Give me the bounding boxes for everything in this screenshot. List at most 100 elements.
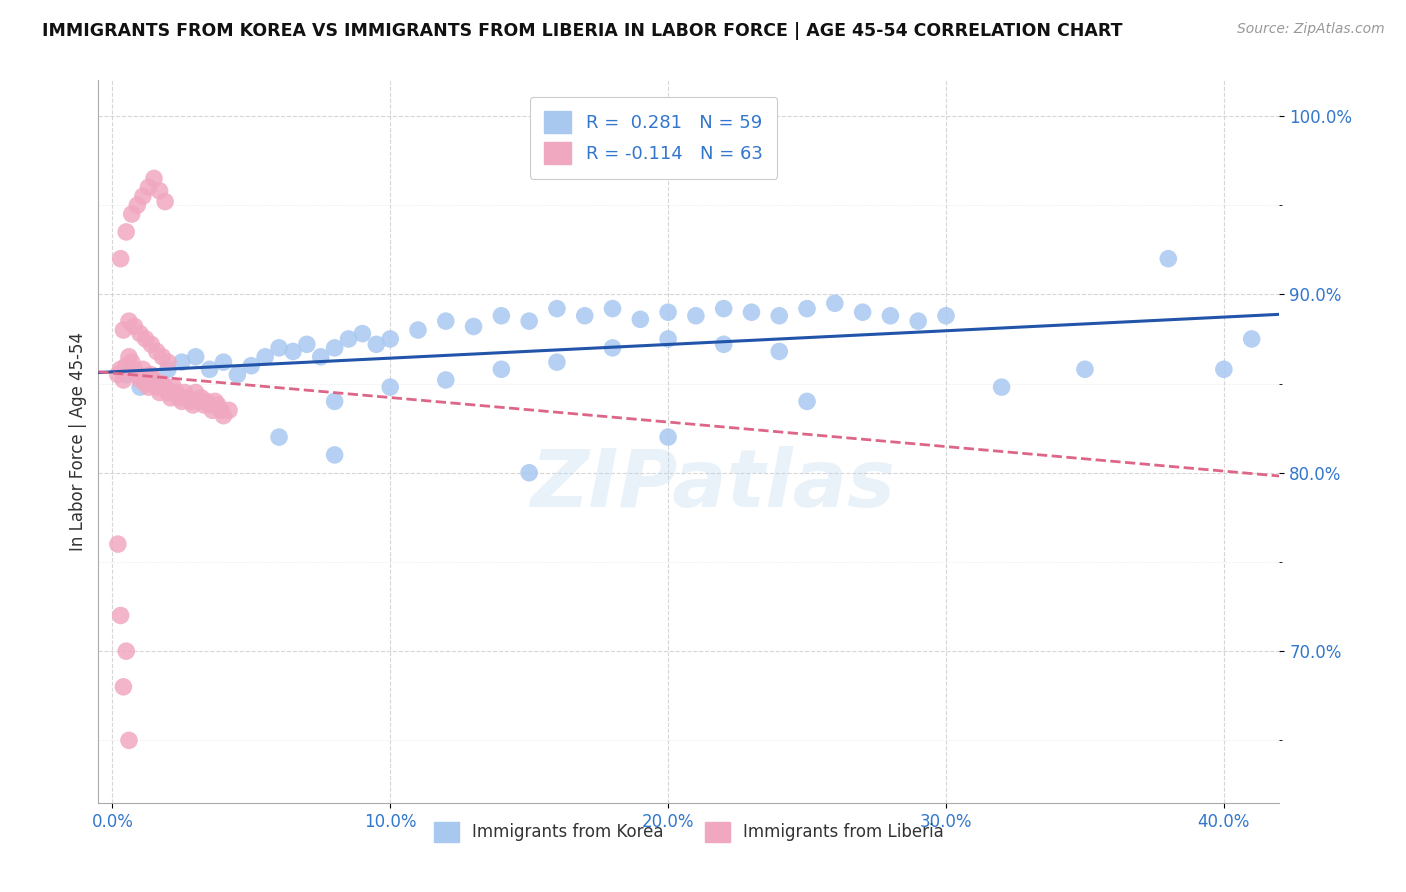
Point xyxy=(153,194,176,209)
Point xyxy=(434,373,457,387)
Point xyxy=(207,398,229,412)
Point xyxy=(146,344,169,359)
Point xyxy=(380,380,402,394)
Point xyxy=(115,359,138,373)
Point xyxy=(657,430,679,444)
Point xyxy=(159,391,181,405)
Point xyxy=(309,350,332,364)
Text: Source: ZipAtlas.com: Source: ZipAtlas.com xyxy=(1237,22,1385,37)
Point xyxy=(153,380,176,394)
Point xyxy=(1240,332,1263,346)
Point xyxy=(184,385,207,400)
Point xyxy=(143,373,166,387)
Point xyxy=(323,341,346,355)
Point xyxy=(156,385,179,400)
Point xyxy=(366,337,388,351)
Point xyxy=(121,207,143,221)
Point xyxy=(740,305,762,319)
Point xyxy=(107,537,129,551)
Point xyxy=(212,409,235,423)
Point xyxy=(165,385,187,400)
Point xyxy=(218,403,240,417)
Point xyxy=(685,309,707,323)
Point xyxy=(323,448,346,462)
Point xyxy=(824,296,846,310)
Point xyxy=(713,337,735,351)
Point xyxy=(657,305,679,319)
Point xyxy=(990,380,1012,394)
Text: ZIPatlas: ZIPatlas xyxy=(530,446,896,524)
Point xyxy=(190,391,212,405)
Point xyxy=(110,362,132,376)
Point xyxy=(121,355,143,369)
Point xyxy=(1157,252,1180,266)
Point xyxy=(118,314,141,328)
Point xyxy=(240,359,263,373)
Point xyxy=(115,368,138,382)
Point xyxy=(852,305,875,319)
Point xyxy=(138,380,160,394)
Point xyxy=(463,319,485,334)
Point xyxy=(491,309,513,323)
Point xyxy=(1074,362,1097,376)
Point xyxy=(148,184,170,198)
Point xyxy=(628,312,651,326)
Legend: Immigrants from Korea, Immigrants from Liberia: Immigrants from Korea, Immigrants from L… xyxy=(427,815,950,848)
Point xyxy=(198,398,221,412)
Point xyxy=(295,337,318,351)
Point xyxy=(127,368,149,382)
Point xyxy=(143,373,166,387)
Point xyxy=(112,373,135,387)
Point xyxy=(150,350,173,364)
Point xyxy=(148,385,170,400)
Point xyxy=(141,337,163,351)
Point xyxy=(129,326,152,341)
Point xyxy=(176,391,198,405)
Point xyxy=(143,171,166,186)
Point xyxy=(150,376,173,391)
Point xyxy=(115,225,138,239)
Point xyxy=(124,362,146,376)
Point xyxy=(574,309,596,323)
Point xyxy=(768,309,790,323)
Point xyxy=(132,189,155,203)
Point xyxy=(907,314,929,328)
Point xyxy=(138,180,160,194)
Point xyxy=(110,252,132,266)
Point xyxy=(323,394,346,409)
Point xyxy=(198,362,221,376)
Point xyxy=(118,350,141,364)
Point xyxy=(226,368,249,382)
Point xyxy=(156,355,179,369)
Point xyxy=(406,323,429,337)
Point xyxy=(184,350,207,364)
Point xyxy=(193,398,215,412)
Point xyxy=(156,362,179,376)
Point xyxy=(879,309,901,323)
Point xyxy=(546,301,568,316)
Point xyxy=(267,341,290,355)
Point xyxy=(110,608,132,623)
Point xyxy=(212,355,235,369)
Point xyxy=(135,332,157,346)
Point xyxy=(129,373,152,387)
Point xyxy=(768,344,790,359)
Text: IMMIGRANTS FROM KOREA VS IMMIGRANTS FROM LIBERIA IN LABOR FORCE | AGE 45-54 CORR: IMMIGRANTS FROM KOREA VS IMMIGRANTS FROM… xyxy=(42,22,1122,40)
Point xyxy=(267,430,290,444)
Point xyxy=(179,394,201,409)
Point xyxy=(204,394,226,409)
Point xyxy=(112,680,135,694)
Point xyxy=(517,466,540,480)
Point xyxy=(115,644,138,658)
Point xyxy=(337,332,360,346)
Point xyxy=(118,733,141,747)
Point xyxy=(135,376,157,391)
Point xyxy=(517,314,540,328)
Point xyxy=(195,394,218,409)
Y-axis label: In Labor Force | Age 45-54: In Labor Force | Age 45-54 xyxy=(69,332,87,551)
Point xyxy=(796,394,818,409)
Point xyxy=(935,309,957,323)
Point xyxy=(170,394,193,409)
Point xyxy=(657,332,679,346)
Point xyxy=(491,362,513,376)
